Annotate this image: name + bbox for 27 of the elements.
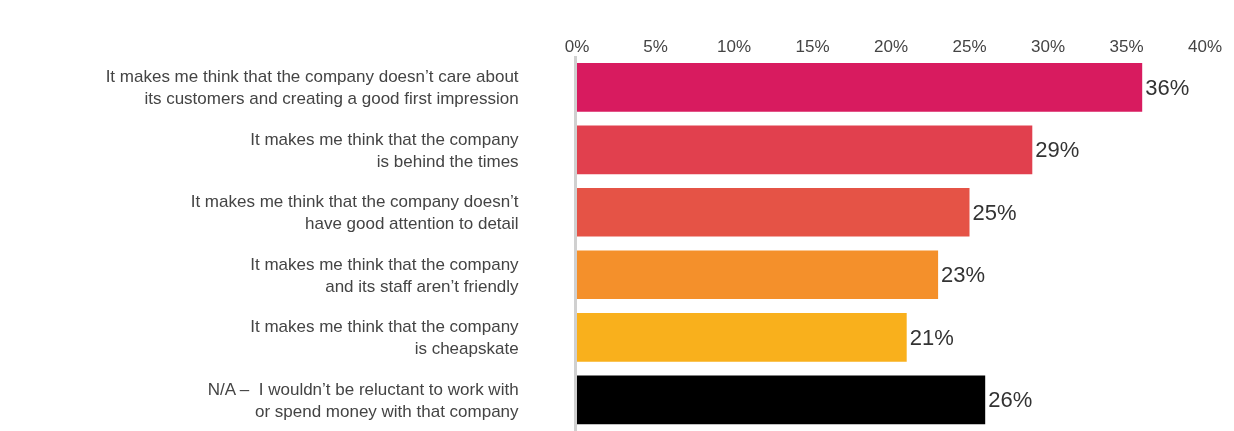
x-tick-label: 0% <box>564 36 590 56</box>
bar <box>577 375 986 425</box>
data-label: 23% <box>941 262 986 288</box>
y-tick-label: It makes me think that the company and its staff aren’t friendly <box>250 254 520 296</box>
y-tick-label: It makes me think that the company doesn’t care about its customers and creating a good first impression <box>105 67 519 109</box>
y-tick-label: It makes me think that the company is cheapskate <box>250 317 520 359</box>
x-tick-label: 40% <box>1187 36 1223 56</box>
data-label: 26% <box>988 387 1033 413</box>
x-tick-label: 5% <box>643 36 668 56</box>
data-label: 25% <box>972 199 1017 225</box>
y-tick-label: It makes me think that the company is behind the times <box>250 129 520 171</box>
x-tick-label: 20% <box>873 36 909 56</box>
y-tick-label: It makes me think that the company doesn’t have good attention to detail <box>190 192 519 234</box>
bar <box>577 312 907 362</box>
y-tick-label: N/A – I wouldn’t be reluctant to work with or spend money with that company <box>207 379 520 421</box>
x-tick-label: 35% <box>1109 36 1144 56</box>
bar <box>577 187 970 237</box>
x-tick-label: 15% <box>795 36 830 56</box>
bar <box>577 250 939 300</box>
x-tick-label: 30% <box>1030 36 1066 56</box>
data-label: 29% <box>1035 137 1080 163</box>
bar <box>577 125 1033 175</box>
data-label: 36% <box>1145 74 1190 100</box>
bar <box>577 62 1143 112</box>
data-label: 21% <box>909 324 954 350</box>
x-tick-label: 10% <box>716 36 752 56</box>
x-tick-label: 25% <box>952 36 987 56</box>
